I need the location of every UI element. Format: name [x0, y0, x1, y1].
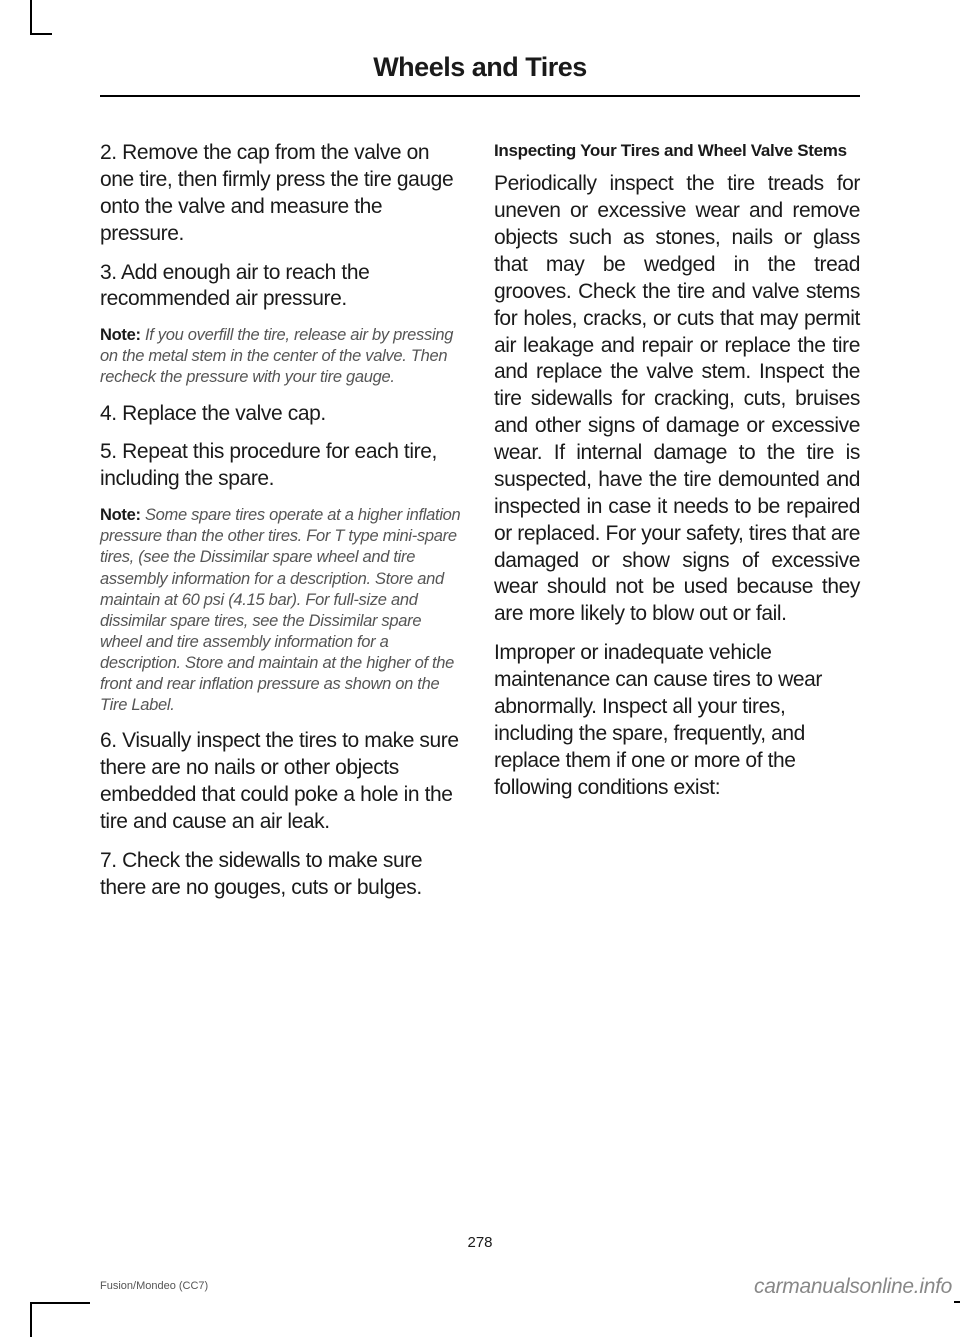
note-label: Note: — [100, 326, 141, 344]
inspect-para-2: Improper or inadequate vehicle maintenan… — [494, 640, 860, 801]
note-1-text: If you overfill the tire, release air by… — [100, 326, 453, 386]
header-rule — [100, 95, 860, 97]
step-2: 2. Remove the cap from the valve on one … — [100, 140, 466, 248]
note-2: Note: Some spare tires operate at a high… — [100, 505, 466, 716]
subheading-inspecting: Inspecting Your Tires and Wheel Valve St… — [494, 140, 860, 161]
step-5: 5. Repeat this procedure for each tire, … — [100, 439, 466, 493]
step-7: 7. Check the sidewalls to make sure ther… — [100, 848, 466, 902]
watermark: carmanualsonline.info — [754, 1275, 952, 1299]
step-3: 3. Add enough air to reach the recommend… — [100, 260, 466, 314]
header-title: Wheels and Tires — [0, 52, 960, 83]
crop-mark-bottom-left — [30, 1302, 90, 1337]
page-header: Wheels and Tires — [0, 52, 960, 97]
right-column: Inspecting Your Tires and Wheel Valve St… — [494, 140, 860, 914]
inspect-para-1: Periodically inspect the tire treads for… — [494, 171, 860, 628]
left-column: 2. Remove the cap from the valve on one … — [100, 140, 466, 914]
footer-model: Fusion/Mondeo (CC7) — [100, 1280, 208, 1292]
note-2-text: Some spare tires operate at a higher inf… — [100, 506, 460, 714]
note-label: Note: — [100, 506, 141, 524]
crop-mark-top-left — [30, 0, 52, 35]
step-4: 4. Replace the valve cap. — [100, 401, 466, 428]
note-1: Note: If you overfill the tire, release … — [100, 325, 466, 388]
step-6: 6. Visually inspect the tires to make su… — [100, 728, 466, 836]
page-number: 278 — [0, 1234, 960, 1251]
content-columns: 2. Remove the cap from the valve on one … — [100, 140, 860, 914]
crop-mark-bottom-right — [954, 1301, 960, 1315]
